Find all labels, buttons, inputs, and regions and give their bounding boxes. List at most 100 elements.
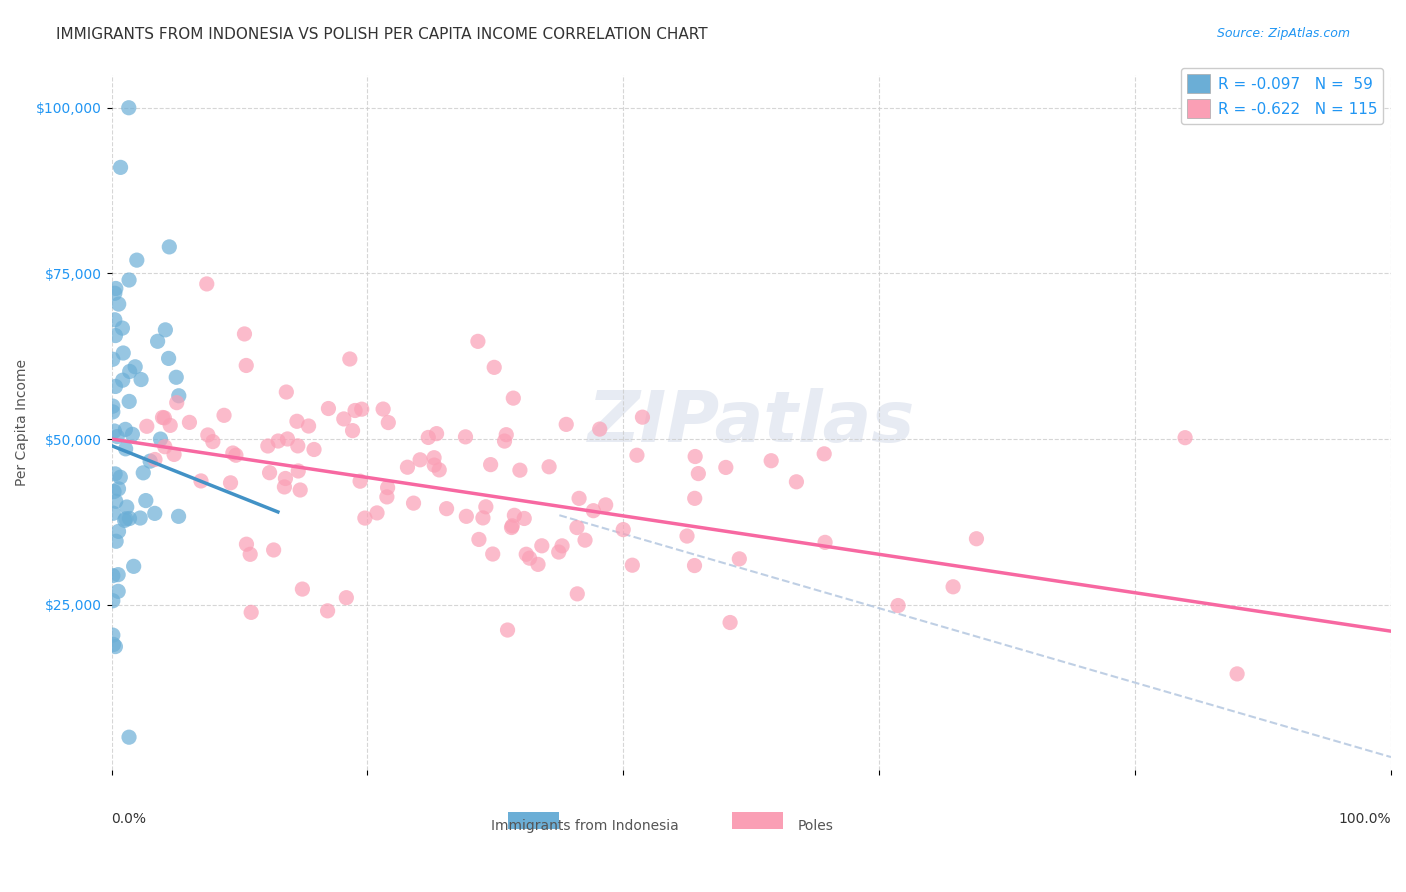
Poles: [479, 458, 502, 472]
Immigrants from Indonesia: [157, 351, 180, 366]
Poles: [239, 547, 262, 561]
Poles: [427, 463, 450, 477]
Immigrants from Indonesia: [165, 370, 187, 384]
Poles: [814, 535, 837, 549]
Immigrants from Indonesia: [118, 730, 141, 744]
Immigrants from Indonesia: [104, 328, 127, 343]
Poles: [1226, 666, 1249, 681]
Poles: [159, 418, 181, 433]
Immigrants from Indonesia: [104, 312, 127, 326]
Poles: [589, 422, 612, 436]
Poles: [423, 450, 446, 465]
Poles: [509, 463, 531, 477]
Immigrants from Indonesia: [110, 470, 132, 484]
Immigrants from Indonesia: [101, 405, 124, 419]
Poles: [316, 604, 339, 618]
Poles: [887, 599, 910, 613]
Poles: [163, 447, 186, 461]
Poles: [631, 410, 654, 425]
Immigrants from Indonesia: [125, 253, 148, 268]
Text: 0.0%: 0.0%: [111, 812, 146, 826]
Poles: [222, 446, 245, 460]
Immigrants from Indonesia: [167, 509, 190, 524]
Poles: [714, 460, 737, 475]
Poles: [166, 395, 188, 409]
Immigrants from Indonesia: [114, 513, 136, 527]
Poles: [153, 410, 176, 425]
Y-axis label: Per Capita Income: Per Capita Income: [15, 359, 30, 486]
Immigrants from Indonesia: [107, 567, 129, 582]
Poles: [212, 409, 235, 423]
Poles: [135, 419, 157, 434]
Poles: [567, 587, 589, 601]
Immigrants from Indonesia: [105, 429, 128, 443]
FancyBboxPatch shape: [508, 812, 560, 830]
Poles: [371, 402, 394, 417]
Immigrants from Indonesia: [129, 511, 152, 525]
Poles: [377, 481, 399, 495]
Poles: [565, 520, 588, 534]
Poles: [513, 511, 536, 525]
Poles: [342, 424, 364, 438]
Poles: [297, 419, 319, 434]
Immigrants from Indonesia: [157, 240, 180, 254]
Poles: [257, 439, 280, 453]
Immigrants from Indonesia: [101, 352, 124, 367]
Poles: [454, 430, 477, 444]
Poles: [235, 537, 257, 551]
Immigrants from Indonesia: [112, 346, 135, 360]
Poles: [595, 498, 617, 512]
Immigrants from Indonesia: [103, 424, 125, 438]
Immigrants from Indonesia: [114, 422, 136, 436]
Poles: [259, 466, 281, 480]
Poles: [527, 558, 550, 572]
Poles: [276, 385, 298, 400]
Poles: [179, 416, 201, 430]
Poles: [354, 511, 377, 525]
Poles: [1174, 431, 1197, 445]
Immigrants from Indonesia: [118, 273, 141, 287]
Poles: [965, 532, 987, 546]
Text: Immigrants from Indonesia: Immigrants from Indonesia: [491, 819, 679, 833]
Poles: [195, 277, 218, 291]
Immigrants from Indonesia: [129, 373, 152, 387]
Immigrants from Indonesia: [114, 442, 136, 456]
Immigrants from Indonesia: [139, 454, 162, 468]
Poles: [626, 448, 648, 462]
Immigrants from Indonesia: [103, 637, 125, 651]
Poles: [225, 448, 247, 462]
Poles: [350, 402, 373, 417]
Poles: [335, 591, 357, 605]
Poles: [285, 414, 308, 428]
Poles: [688, 467, 710, 481]
Poles: [263, 543, 285, 558]
Poles: [481, 547, 503, 561]
Poles: [515, 547, 537, 561]
Poles: [538, 459, 561, 474]
Immigrants from Indonesia: [118, 511, 141, 525]
Immigrants from Indonesia: [107, 584, 129, 599]
Poles: [409, 452, 432, 467]
Poles: [267, 434, 290, 448]
Poles: [240, 606, 263, 620]
Poles: [349, 474, 371, 488]
Immigrants from Indonesia: [135, 493, 157, 508]
Legend: R = -0.097   N =  59, R = -0.622   N = 115: R = -0.097 N = 59, R = -0.622 N = 115: [1181, 69, 1384, 124]
Poles: [396, 460, 419, 475]
Immigrants from Indonesia: [107, 524, 129, 539]
Immigrants from Indonesia: [149, 432, 172, 446]
Poles: [496, 623, 519, 637]
Poles: [494, 434, 516, 448]
Immigrants from Indonesia: [132, 466, 155, 480]
Immigrants from Indonesia: [114, 512, 136, 526]
Immigrants from Indonesia: [104, 286, 127, 301]
Poles: [676, 529, 699, 543]
Immigrants from Indonesia: [104, 494, 127, 508]
Poles: [612, 523, 634, 537]
Poles: [235, 359, 257, 373]
Immigrants from Indonesia: [110, 161, 132, 175]
Immigrants from Indonesia: [167, 389, 190, 403]
Poles: [519, 551, 541, 566]
Poles: [683, 491, 706, 506]
Poles: [333, 412, 356, 426]
